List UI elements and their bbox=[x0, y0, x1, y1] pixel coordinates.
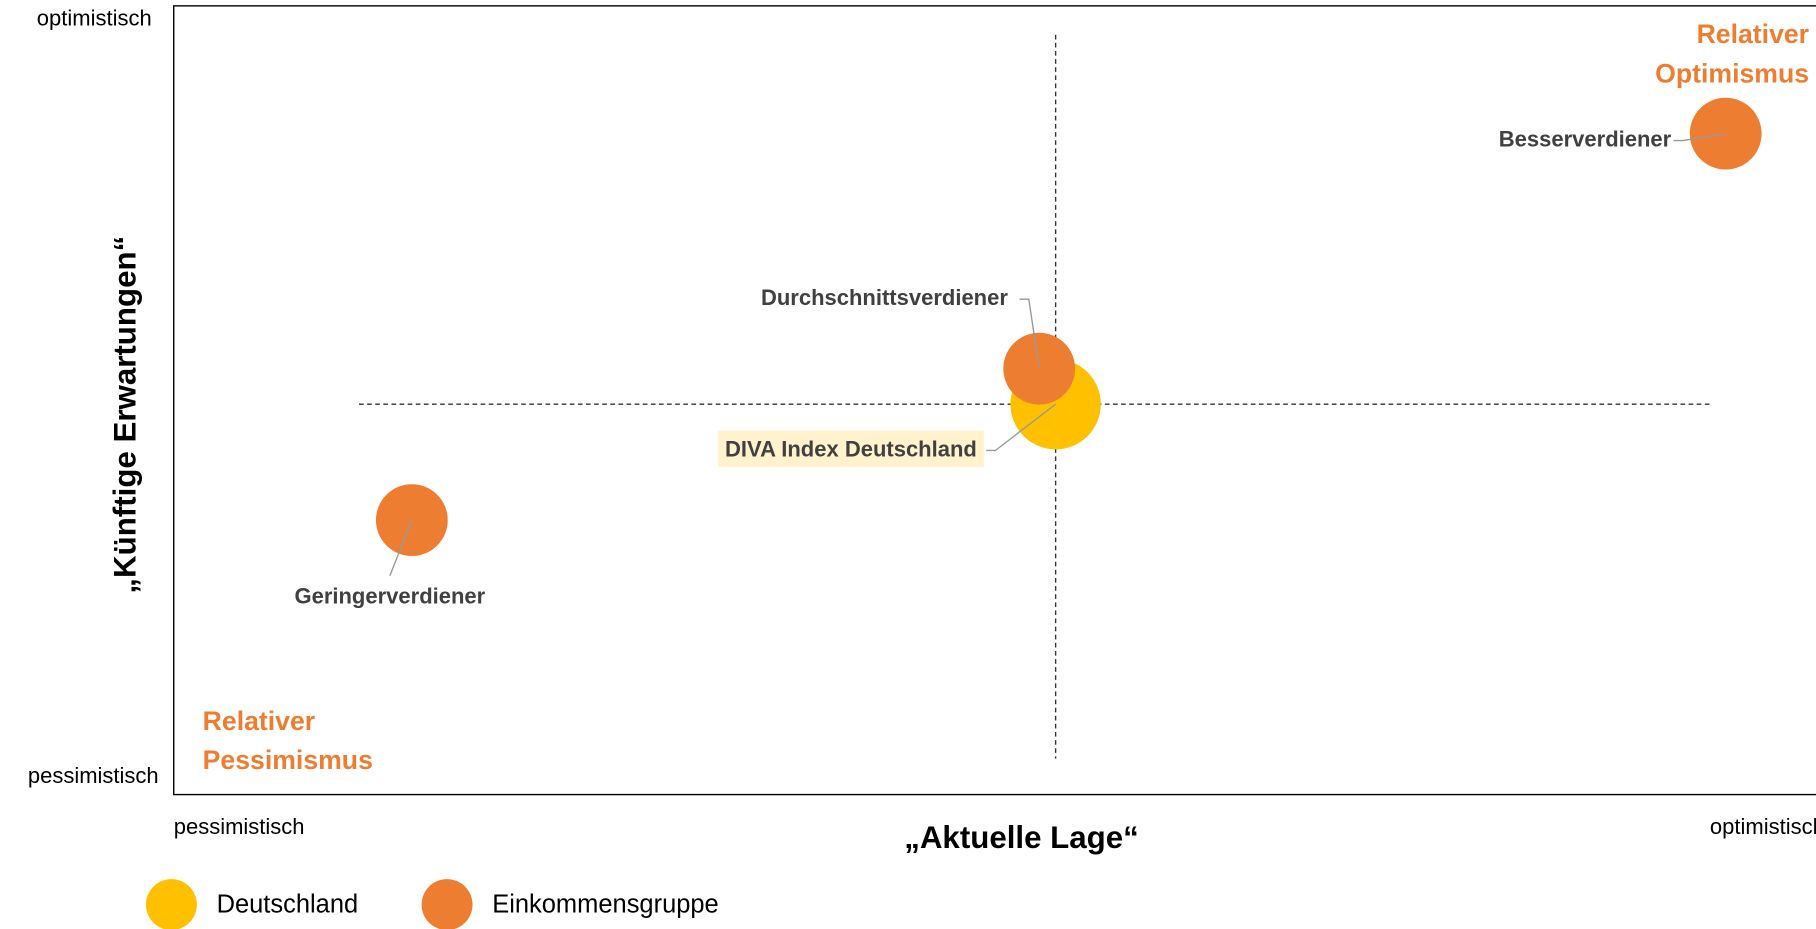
point-label: Geringerverdiener bbox=[294, 584, 485, 609]
legend-swatch bbox=[421, 879, 473, 929]
x-axis-title: „Aktuelle Lage“ bbox=[904, 820, 1139, 855]
legend-swatch bbox=[145, 879, 197, 929]
legend-label: Einkommensgruppe bbox=[492, 890, 719, 918]
plot-frame bbox=[173, 5, 1816, 796]
point-label: DIVA Index Deutschland bbox=[725, 436, 977, 461]
point-label: Durchschnittsverdiener bbox=[761, 285, 1008, 310]
x-tick-label: pessimistisch bbox=[174, 814, 305, 839]
y-axis-title: „Künftige Erwartungen“ bbox=[108, 236, 143, 594]
y-tick-label: pessimistisch bbox=[28, 763, 159, 788]
leader-line bbox=[389, 519, 413, 576]
y-tick-label: optimistisch bbox=[37, 6, 152, 31]
bubble bbox=[1003, 332, 1076, 405]
point-label: Besserverdiener bbox=[1499, 126, 1672, 151]
quadrant-annotation: Relativer Pessimismus bbox=[203, 706, 373, 775]
leader-line bbox=[986, 403, 1057, 452]
legend-label: Deutschland bbox=[217, 890, 359, 918]
quadrant-annotation: Relativer Optimismus bbox=[1655, 19, 1809, 88]
label-highlight bbox=[718, 430, 984, 468]
leader-line bbox=[1019, 298, 1040, 369]
leader-line bbox=[1673, 132, 1726, 142]
x-tick-label: optimistisch bbox=[1710, 814, 1816, 839]
